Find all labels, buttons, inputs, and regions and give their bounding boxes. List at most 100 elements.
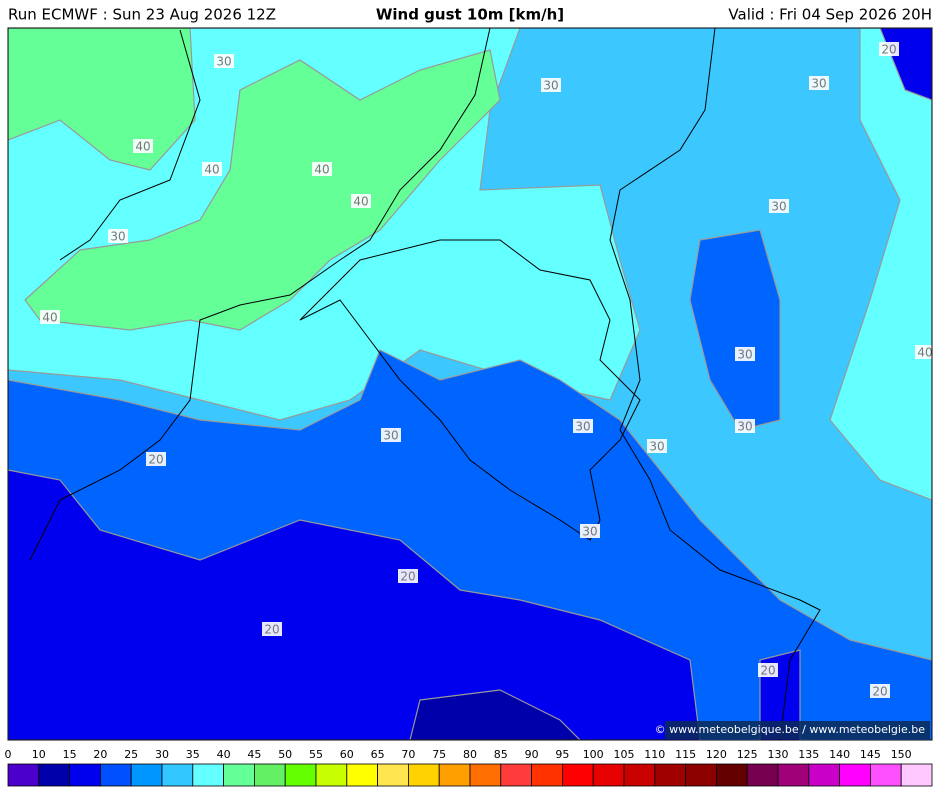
contour-label-bg (809, 76, 829, 90)
contour-label-bg (573, 419, 593, 433)
colorbar-tick-label: 110 (644, 748, 665, 761)
colorbar-tick-label: 10 (32, 748, 46, 761)
contour-label-bg (214, 54, 234, 68)
contour-label-bg (351, 194, 371, 208)
colorbar-swatch (315, 763, 348, 787)
colorbar-tick-label: 35 (186, 748, 200, 761)
valid-info: Valid : Fri 04 Sep 2026 20H (728, 6, 932, 24)
colorbar-tick-label: 25 (124, 748, 138, 761)
contour-label: 30 (582, 525, 597, 539)
contour-label-bg (108, 229, 128, 243)
colorbar-swatch (592, 763, 625, 787)
contour-label: 30 (811, 77, 826, 91)
contour-label: 20 (264, 623, 279, 637)
contour-label-bg (381, 428, 401, 442)
colorbar-tick-label: 125 (737, 748, 758, 761)
colorbar-tick-label: 55 (309, 748, 323, 761)
map-title: Wind gust 10m [km/h] (376, 6, 564, 24)
colorbar-tick-label: 65 (371, 748, 385, 761)
contour-label: 30 (575, 420, 590, 434)
contour-label-bg (735, 419, 755, 433)
colorbar-swatch (253, 763, 286, 787)
colorbar-tick-label: 40 (217, 748, 231, 761)
colorbar-swatch (223, 763, 255, 787)
contour-label: 20 (148, 453, 163, 467)
colorbar-tick-label: 15 (63, 748, 77, 761)
colorbar-swatch (716, 763, 748, 787)
colorbar-swatch (161, 763, 194, 787)
colorbar-swatch (654, 763, 686, 787)
colorbar-swatch (377, 763, 409, 787)
field-40 (24, 49, 501, 331)
credit: © www.meteobelgique.be / www.meteobelgie… (655, 723, 926, 736)
contour-label: 40 (204, 163, 219, 177)
colorbar-swatch (685, 763, 717, 787)
colorbar-swatch (346, 763, 378, 787)
colorbar-tick-label: 90 (525, 748, 539, 761)
contour-label-bg (758, 663, 778, 677)
contour-label: 30 (737, 420, 752, 434)
colorbar-swatch (900, 763, 933, 787)
colorbar-swatch (623, 763, 656, 787)
colorbar-tick-label: 145 (860, 748, 881, 761)
colorbar-swatch (746, 763, 779, 787)
map-frame (7, 27, 933, 741)
colorbar-swatch (438, 763, 471, 787)
colorbar-swatch (100, 763, 132, 787)
colorbar-tick-label: 70 (401, 748, 415, 761)
contour-label: 40 (314, 163, 329, 177)
colorbar-tick-label: 130 (768, 748, 789, 761)
field-15 (409, 689, 581, 740)
contour-label-bg (647, 439, 667, 453)
map: 30 30 20 30 40 40 40 40 30 30 40 30 40 30 30 30 30 20 30 20… (8, 28, 935, 740)
contour-label: 30 (649, 440, 664, 454)
colorbar-tick-label: 115 (675, 748, 696, 761)
contour-label-bg (202, 162, 222, 176)
contour-label: 20 (760, 664, 775, 678)
colorbar-swatch (407, 763, 440, 787)
colorbar-tick-label: 120 (706, 748, 727, 761)
contour-label-bg (133, 139, 153, 153)
field-25 (689, 229, 781, 431)
borders (29, 28, 821, 740)
contour-label-bg (40, 310, 60, 324)
colorbar-swatch (531, 763, 563, 787)
contour-label: 40 (42, 311, 57, 325)
colorbar-tick-label: 140 (829, 748, 850, 761)
colorbar-tick-label: 150 (891, 748, 912, 761)
credit-bg (665, 721, 930, 739)
colorbar-tick-label: 50 (278, 748, 292, 761)
contour-label-bg (312, 162, 332, 176)
contour-label: 30 (383, 429, 398, 443)
run-info: Run ECMWF : Sun 23 Aug 2026 12Z (8, 6, 276, 24)
colorbar-swatch (69, 763, 101, 787)
colorbar-tick-label: 105 (614, 748, 635, 761)
contour-label: 40 (917, 346, 932, 360)
colorbar-swatch (7, 763, 40, 787)
colorbar-tick-label: 75 (432, 748, 446, 761)
contour-label-bg (146, 452, 166, 466)
contour-label: 40 (353, 195, 368, 209)
colorbar-tick-label: 100 (583, 748, 604, 761)
colorbar-tick-label: 85 (494, 748, 508, 761)
colorbar-tick-label: 30 (155, 748, 169, 761)
contour-label-bg (262, 622, 282, 636)
colorbar-swatch (500, 763, 532, 787)
colorbar-tick-label: 0 (5, 748, 12, 761)
colorbar-swatch (469, 763, 502, 787)
contour-label-bg (580, 524, 600, 538)
contour-label: 20 (881, 43, 896, 57)
colorbar-swatch (192, 763, 225, 787)
field-35 (829, 28, 932, 501)
colorbar-swatch (38, 763, 70, 787)
contour-label: 40 (135, 140, 150, 154)
colorbar-swatch (808, 763, 840, 787)
colorbar-swatch (130, 763, 163, 787)
contour-label: 20 (872, 685, 887, 699)
field-20 (8, 469, 701, 740)
colorbar-tick-label: 60 (340, 748, 354, 761)
contour-label-bg (541, 78, 561, 92)
contour-label: 30 (543, 79, 558, 93)
colorbar-tick-label: 45 (247, 748, 261, 761)
